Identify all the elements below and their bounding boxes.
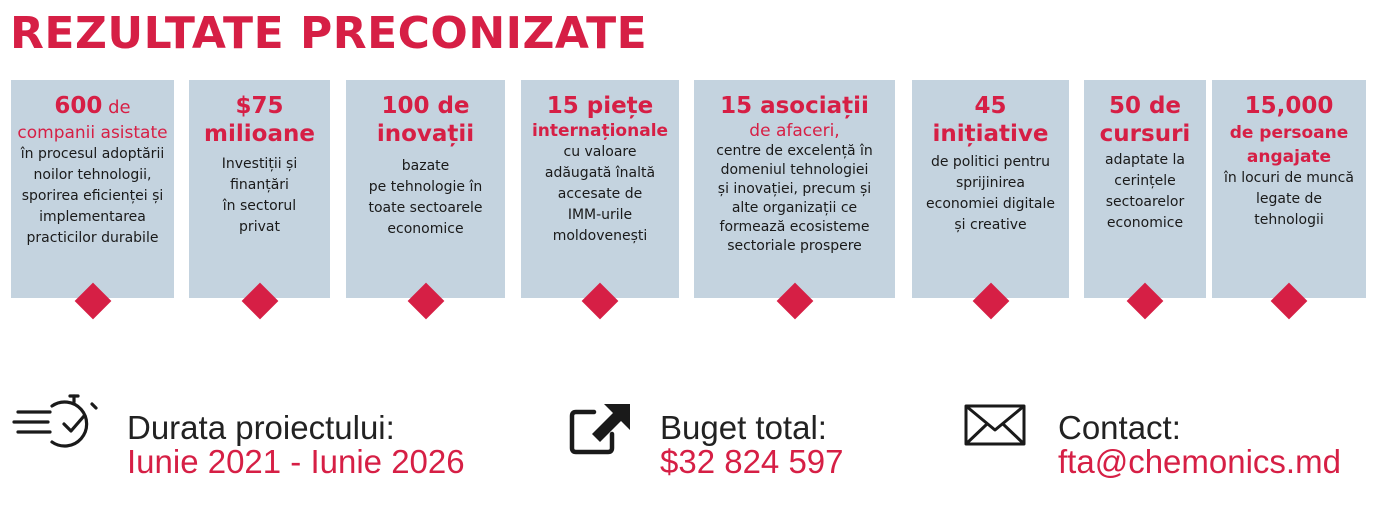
card-description-line: tehnologii [1254, 212, 1324, 228]
envelope-icon [963, 402, 1029, 460]
external-link-icon [568, 402, 634, 460]
card-headline-suffix: de [102, 97, 131, 118]
result-card-markets: 15 piețe internaționale cu valoare adăug… [521, 80, 679, 320]
card-headline: milioane [204, 121, 315, 147]
card-description-line: domeniul tehnologiei [720, 162, 869, 178]
card-description-line: adăugată înaltă [544, 165, 656, 181]
card-description-line: practicilor durabile [26, 230, 159, 246]
card-description-line: sporirea eficienței și [21, 188, 164, 204]
card-description-line: economiei digitale [926, 196, 1055, 212]
diamond-marker [1270, 282, 1308, 320]
card-description-line: sectoarelor [1105, 194, 1185, 210]
card-subheadline: internaționale [531, 121, 669, 141]
card-description-line: toate sectoarele [368, 200, 483, 216]
card-headline-number: 600 [54, 93, 103, 119]
stopwatch-icon [12, 392, 104, 460]
card-description-line: în locuri de muncă [1224, 170, 1354, 186]
card-description-line: privat [239, 219, 280, 235]
card-headline: 15 asociații [720, 93, 869, 119]
diamond-marker [241, 282, 278, 320]
diamond-marker [1126, 282, 1164, 320]
card-subheadline: de afaceri, [749, 121, 840, 141]
card-description-line: formează ecosisteme [719, 219, 870, 235]
card-description-line: în sectorul [222, 198, 297, 214]
card-description-line: accesate de [557, 186, 643, 202]
card-headline: 45 [974, 93, 1007, 119]
card-description-line: moldovenești [552, 228, 648, 244]
page-title: REZULTATE PRECONIZATE [10, 8, 648, 59]
result-card-investments: $75 milioane Investiții și finanțări în … [189, 80, 330, 320]
card-description-line: de politici pentru [930, 154, 1051, 170]
card-description-line: sprijinirea [955, 175, 1025, 191]
result-card-initiatives: 45 inițiative de politici pentru sprijin… [912, 80, 1069, 320]
card-headline: $75 [235, 93, 284, 119]
diamond-marker [581, 282, 619, 320]
card-description-line: pe tehnologie în [368, 179, 483, 195]
duration-value: Iunie 2021 - Iunie 2026 [127, 443, 465, 480]
card-description-line: cerințele [1114, 173, 1176, 189]
card-description-line: și inovației, precum și [717, 181, 872, 197]
result-card-companies: 600 de companii asistate în procesul ado… [11, 80, 174, 320]
card-description-line: sectoriale prospere [727, 238, 862, 254]
card-headline: inovații [376, 121, 475, 147]
card-description-line: bazate [401, 158, 450, 174]
diamond-marker [74, 282, 111, 320]
card-description-line: finanțări [230, 177, 289, 193]
card-description-line: Investiții și [221, 156, 298, 172]
card-description-line: economice [1106, 215, 1184, 231]
diamond-marker [776, 282, 813, 320]
card-description-line: și creative [954, 217, 1027, 233]
result-card-associations: 15 asociații de afaceri, centre de excel… [694, 80, 895, 320]
card-description-line: în procesul adoptării [20, 146, 165, 162]
card-description-line: cu valoare [563, 144, 637, 160]
card-headline: 100 de [381, 93, 470, 119]
card-description-line: alte organizații ce [731, 200, 858, 216]
card-description-line: legate de [1255, 191, 1323, 207]
card-headline: 600 de [11, 92, 174, 122]
contact-label: Contact: [1058, 409, 1181, 446]
diamond-marker [972, 282, 1009, 320]
card-subheadline: de persoane [1229, 123, 1349, 143]
result-card-innovations: 100 de inovații bazate pe tehnologie în … [346, 80, 505, 320]
result-card-courses: 50 de cursuri adaptate la cerințele sect… [1084, 80, 1206, 320]
card-subheadline: angajate [1246, 147, 1332, 167]
total-budget: Buget total: $32 824 597 [568, 388, 888, 488]
budget-value: $32 824 597 [660, 443, 844, 480]
result-card-jobs: 15,000 de persoane angajate în locuri de… [1212, 80, 1366, 320]
card-headline: cursuri [1099, 121, 1191, 147]
card-description-line: implementarea [39, 209, 146, 225]
duration-label: Durata proiectului: [127, 409, 395, 446]
diamond-marker [407, 282, 444, 320]
card-description-line: adaptate la [1104, 152, 1186, 168]
card-description-line: IMM-urile [567, 207, 633, 223]
budget-label: Buget total: [660, 409, 827, 446]
card-headline: 50 de [1108, 93, 1182, 119]
card-headline: 15 piețe [546, 93, 654, 119]
card-headline: 15,000 [1244, 93, 1334, 119]
contact-email-link[interactable]: fta@chemonics.md [1058, 443, 1341, 480]
project-duration: Durata proiectului: Iunie 2021 - Iunie 2… [12, 388, 532, 488]
card-subheadline: companii asistate [17, 123, 168, 143]
contact-info: Contact: fta@chemonics.md [963, 388, 1373, 488]
card-description-line: economice [387, 221, 464, 237]
card-description-line: noilor tehnologii, [33, 167, 152, 183]
card-description-line: centre de excelență în [716, 143, 873, 159]
card-headline: inițiative [932, 121, 1049, 147]
